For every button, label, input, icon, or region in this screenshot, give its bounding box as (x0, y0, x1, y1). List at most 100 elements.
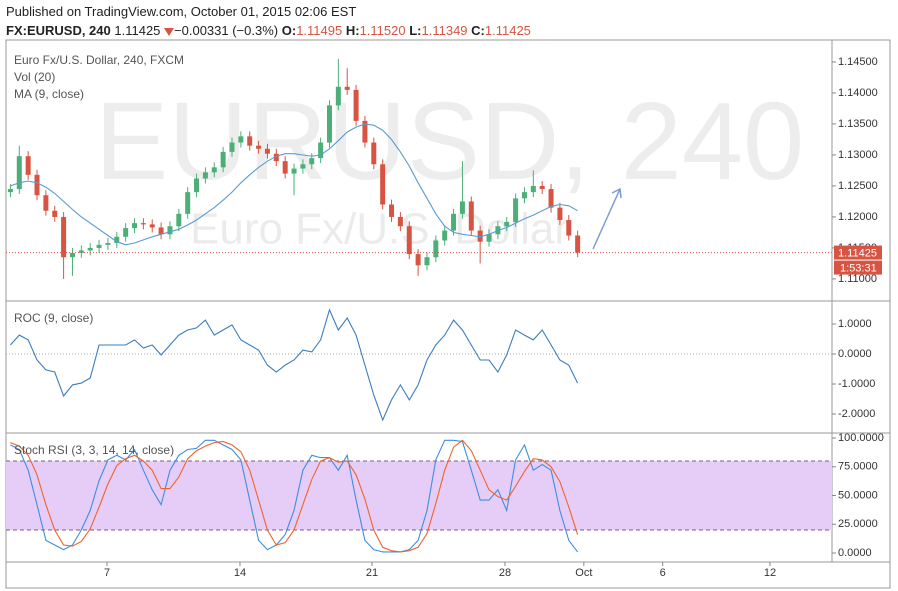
candle-body (433, 240, 439, 258)
candle-body (459, 201, 465, 214)
trend-arrow (592, 187, 622, 250)
candle-body (78, 250, 84, 253)
y-tick-label: 1.13000 (838, 149, 878, 161)
candle-body (105, 242, 111, 245)
change: −0.00331 (−0.3%) (174, 23, 279, 38)
candle-body (380, 164, 386, 205)
x-tick-label: 21 (366, 567, 378, 579)
y-tick-label: 1.14000 (838, 87, 878, 99)
ohlc-value: 1.11520 (359, 23, 406, 38)
candle-body (7, 189, 13, 193)
candle-body (52, 210, 58, 217)
candle-body (25, 156, 31, 175)
symbol-line: FX:EURUSD, 240 1.11425 −0.00331 (−0.3%) … (6, 21, 531, 40)
candle-body (335, 86, 341, 106)
candle-body (167, 226, 173, 235)
candle-body (326, 105, 332, 143)
candle-body (318, 142, 324, 159)
candle-body (362, 120, 368, 143)
candle-body (291, 168, 297, 174)
candle-body (344, 86, 350, 90)
line-series (9, 308, 579, 422)
candle-body (140, 223, 146, 225)
y-tick-label: 0.0000 (838, 348, 872, 360)
candle-body (87, 247, 93, 251)
candle-body (158, 227, 164, 235)
candle-body (309, 158, 315, 165)
x-tick-label: 12 (764, 567, 776, 579)
y-tick-label: 1.0000 (838, 318, 872, 330)
candle-body (282, 161, 288, 174)
ohlc-value: 1.11425 (484, 23, 531, 38)
candle-body (194, 178, 200, 193)
candle-body (61, 216, 67, 258)
candle-body (504, 221, 510, 227)
candle-body (548, 189, 554, 208)
panel-title: Euro Fx/U.S. Dollar, 240, FXCM (14, 53, 184, 67)
line-series (10, 439, 579, 553)
ohlc-label: C: (471, 23, 485, 38)
legend-item: Vol (20) (14, 70, 55, 84)
last-price-label: 1.11425 (838, 247, 877, 259)
candle-body (264, 148, 270, 154)
band (6, 461, 832, 531)
candle-body (220, 151, 226, 168)
line-series (10, 123, 578, 246)
published-line: Published on TradingView.com, October 01… (6, 4, 357, 19)
candle-body (477, 230, 483, 242)
ohlc-value: 1.11495 (296, 23, 343, 38)
legend-item: MA (9, close) (14, 87, 84, 101)
ohlc-label: O: (281, 23, 297, 38)
y-tick-label: -2.0000 (838, 408, 875, 420)
y-tick-label: -1.0000 (838, 378, 875, 390)
candle-body (256, 145, 262, 149)
candle-body (43, 195, 49, 211)
watermark-subtext: Euro Fx/U.S. Dollar (190, 205, 569, 254)
header: Published on TradingView.com, October 01… (6, 2, 531, 40)
x-tick-label: 7 (104, 567, 110, 579)
candle-body (176, 213, 182, 227)
candle-body (247, 136, 253, 146)
x-tick-label: 6 (660, 567, 666, 579)
down-icon (164, 28, 175, 37)
candle-body (202, 172, 208, 179)
candle-body (114, 236, 120, 243)
x-tick-label: 14 (234, 567, 246, 579)
candle-body (486, 234, 492, 242)
countdown-tag (834, 260, 882, 275)
candle-body (539, 185, 545, 190)
y-tick-label: 1.14500 (838, 56, 878, 68)
candle-body (123, 228, 129, 237)
candle-body (16, 156, 22, 190)
y-tick-label: 75.0000 (838, 461, 878, 473)
countdown-label: 1:53:31 (840, 262, 877, 274)
candle-body (406, 226, 412, 255)
candle-body (353, 89, 359, 121)
candle-body (238, 136, 244, 143)
y-tick-label: 1.13500 (838, 118, 878, 130)
candle-body (468, 201, 474, 231)
y-tick-label: 0.0000 (838, 547, 872, 559)
panel-title: Stoch RSI (3, 3, 14, 14, close) (14, 443, 174, 457)
candle-body (451, 213, 457, 231)
candle-body (96, 244, 102, 248)
y-tick-label: 50.0000 (838, 489, 878, 501)
candle-body (389, 204, 395, 217)
price: 1.11425 (114, 23, 161, 38)
y-tick-label: 25.0000 (838, 518, 878, 530)
candle-body (132, 223, 138, 229)
line-series (10, 439, 579, 553)
y-tick-label: 1.12500 (838, 180, 878, 192)
candle-body (211, 167, 217, 173)
candle-body (513, 198, 519, 222)
candle-body (273, 153, 279, 162)
candle-body (149, 224, 155, 228)
y-tick-label: 1.12000 (838, 211, 878, 223)
x-tick-label: 28 (499, 567, 511, 579)
ohlc-value: 1.11349 (421, 23, 468, 38)
candle-body (442, 230, 448, 241)
candle-body (424, 257, 430, 266)
